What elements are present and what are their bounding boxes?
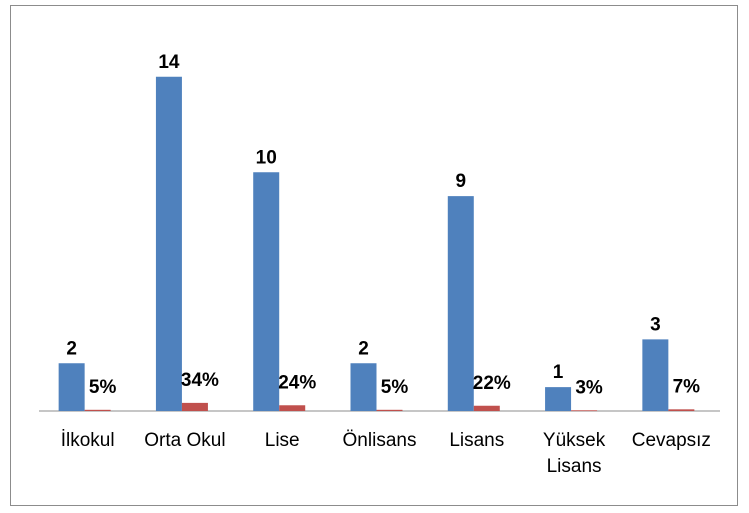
bar — [447, 196, 474, 411]
x-tick-label: Önlisans — [342, 430, 417, 451]
bar — [253, 172, 280, 411]
data-label: 5% — [381, 377, 409, 398]
data-label: 22% — [473, 373, 511, 394]
x-tick-label: Lise — [264, 430, 300, 451]
bar — [155, 76, 182, 411]
data-label: 24% — [278, 372, 316, 393]
data-label: 5% — [89, 377, 117, 398]
data-label: 2 — [66, 338, 77, 359]
chart-border — [10, 5, 738, 506]
bar — [350, 363, 377, 411]
data-label: 1 — [553, 362, 564, 383]
data-label: 3% — [575, 377, 603, 398]
x-tick-label: Lisans — [449, 430, 505, 451]
x-tick-label: İlkokul — [60, 430, 115, 451]
bar — [181, 402, 208, 411]
x-tick-label: Yüksek Lisans — [542, 430, 606, 477]
data-label: 3 — [650, 314, 661, 335]
bar — [668, 409, 695, 411]
data-label: 9 — [455, 171, 466, 192]
x-tick-label: Orta Okul — [144, 430, 226, 451]
bar — [545, 387, 572, 411]
data-label: 14 — [158, 52, 180, 73]
bar — [84, 409, 111, 411]
bar — [279, 405, 306, 411]
bar — [642, 339, 669, 411]
x-tick-label: Cevapsız — [631, 430, 711, 451]
data-label: 2 — [358, 338, 369, 359]
bar — [473, 405, 500, 411]
data-label: 10 — [256, 147, 277, 168]
bar — [571, 410, 598, 412]
bar — [58, 363, 85, 411]
data-label: 34% — [181, 370, 219, 391]
bar — [376, 409, 403, 411]
data-label: 7% — [673, 376, 701, 397]
